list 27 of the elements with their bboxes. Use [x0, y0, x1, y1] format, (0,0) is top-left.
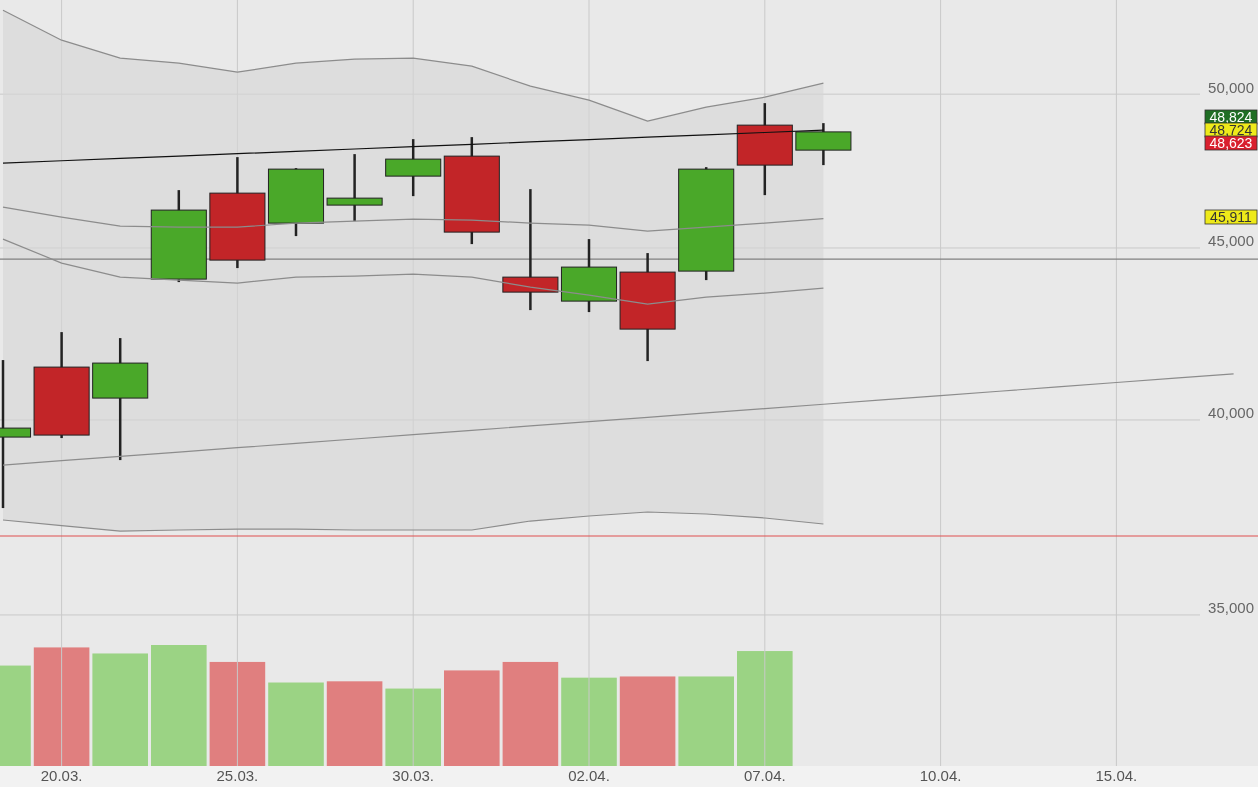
bar [502, 661, 559, 766]
x-tick-label: 15.04. [1095, 767, 1138, 784]
bar [209, 661, 266, 766]
annotation: 48,724 [1209, 122, 1253, 138]
bar [561, 677, 617, 766]
x-tick-label: 07.04. [743, 767, 786, 784]
x-tick-label: 20.03. [40, 767, 83, 784]
bar [268, 682, 324, 766]
annotation: 45,911 [1210, 209, 1253, 225]
bar [737, 651, 793, 766]
x-tick-label: 10.04. [919, 767, 962, 784]
y-tick-label: 35,000 [1208, 599, 1254, 617]
bar [326, 681, 383, 766]
x-tick-label: 30.03. [392, 767, 435, 784]
y-tick-label: 45,000 [1208, 232, 1254, 250]
annotation: 48,623 [1209, 135, 1253, 151]
bar [385, 688, 441, 766]
y-tick-label: 40,000 [1208, 404, 1254, 422]
y-tick-label: 50,000 [1208, 78, 1254, 96]
bar [92, 653, 148, 766]
x-tick-label: 25.03. [216, 767, 259, 784]
annotation: 48,824 [1209, 109, 1253, 125]
x-tick-label: 02.04. [568, 767, 610, 784]
bar [151, 645, 207, 766]
bar [444, 670, 500, 766]
bar [619, 676, 676, 766]
bar [678, 676, 734, 766]
